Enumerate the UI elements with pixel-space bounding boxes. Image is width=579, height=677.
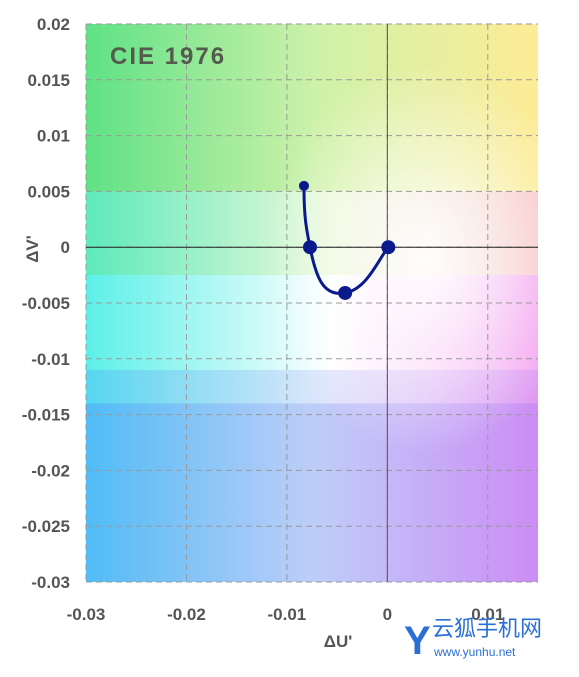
y-tick-label: -0.02 [31,461,70,480]
series [298,180,396,300]
y-tick-label: -0.015 [22,406,70,425]
y-tick-label: -0.005 [22,294,70,313]
x-tick-label: -0.01 [268,605,307,624]
data-point [381,240,396,255]
x-tick-label: 0 [383,605,392,624]
y-tick-label: 0 [61,238,70,257]
chart-title: CIE 1976 [110,43,226,70]
data-point [338,285,353,300]
watermark: Y 云狐手机网 www.yunhu.net [404,617,542,663]
series-line [302,184,390,295]
watermark-url: www.yunhu.net [433,645,516,659]
y-tick-label: -0.03 [31,573,70,592]
x-axis-label: ΔU' [324,632,353,651]
y-tick-label: 0.015 [27,71,70,90]
watermark-logo: Y [404,619,431,663]
y-tick-label: -0.01 [31,350,70,369]
data-point [298,180,309,191]
data-point [302,240,317,255]
x-tick-label: 0.01 [471,605,504,624]
y-tick-label: 0.005 [27,182,70,201]
y-tick-label: 0.01 [37,127,70,146]
y-tick-label: 0.02 [37,15,70,34]
x-tick-label: -0.03 [67,605,106,624]
x-tick-label: -0.02 [167,605,206,624]
y-tick-label: -0.025 [22,517,70,536]
watermark-name: 云狐手机网 [432,617,542,642]
y-axis-label: ΔV' [23,235,42,263]
tick-labels: 0.02 0.015 0.01 0.005 0 -0.005 -0.01 -0.015 -0.0… [22,15,505,624]
